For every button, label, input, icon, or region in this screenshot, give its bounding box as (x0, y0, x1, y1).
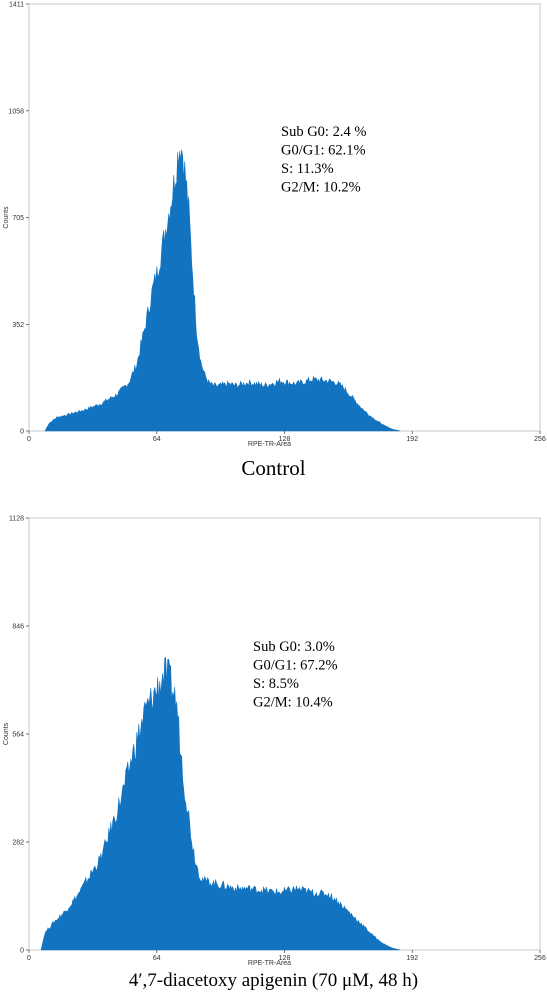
histogram-panel-control: 0 64 128 192 256 0 352 705 1058 1411 RPE-TR-Area Co… (3, 2, 546, 481)
x-tick-label: 0 (27, 436, 31, 443)
x-axis-title: RPE-TR-Area (248, 960, 291, 967)
phase-annotation: G2/M: 10.2% (281, 180, 361, 196)
y-tick-label: 282 (12, 840, 24, 847)
histogram-chart-treated: 0 64 128 192 256 0 282 564 846 1128 RPE-TR-Area Cou… (3, 516, 546, 968)
histogram-panel-treated: 0 64 128 192 256 0 282 564 846 1128 RPE-TR-Area Cou… (0, 500, 547, 1000)
histogram-chart-control: 0 64 128 192 256 0 352 705 1058 1411 RPE-TR-Area Co… (3, 2, 546, 449)
y-tick-label: 0 (20, 948, 24, 955)
y-tick-label: 0 (20, 429, 24, 436)
x-tick-label: 0 (27, 955, 31, 962)
x-tick-label: 128 (279, 436, 291, 443)
phase-annotation: S: 8.5% (253, 676, 299, 692)
phase-annotation: S: 11.3% (281, 161, 334, 177)
y-tick-label: 705 (12, 215, 24, 222)
y-axis-title: Counts (3, 206, 10, 229)
chart-caption: 4′,7-diacetoxy apigenin (70 μM, 48 h) (128, 970, 419, 991)
y-tick-label: 564 (12, 732, 24, 739)
y-tick-label: 1128 (9, 516, 24, 523)
phase-annotation: G0/G1: 62.1% (281, 143, 366, 159)
phase-annotation: Sub G0: 3.0% (253, 639, 335, 655)
x-tick-label: 256 (534, 955, 546, 962)
histogram-area (44, 149, 401, 432)
x-tick-label: 128 (279, 955, 291, 962)
plot-frame (28, 3, 541, 432)
chart-caption: Control (241, 456, 306, 480)
phase-annotation: G2/M: 10.4% (253, 695, 333, 711)
x-tick-label: 256 (534, 436, 546, 443)
x-axis-title: RPE-TR-Area (248, 441, 291, 448)
x-tick-label: 192 (406, 955, 418, 962)
x-tick-label: 64 (153, 436, 161, 443)
y-tick-label: 846 (12, 624, 24, 631)
x-tick-label: 64 (153, 955, 161, 962)
phase-annotation: Sub G0: 2.4 % (281, 124, 366, 140)
histogram-area (40, 656, 401, 951)
phase-annotation: G0/G1: 67.2% (253, 658, 338, 674)
y-axis-title: Counts (3, 722, 10, 745)
x-tick-label: 192 (406, 436, 418, 443)
y-tick-label: 352 (12, 322, 24, 329)
y-tick-label: 1411 (9, 2, 24, 9)
y-tick-label: 1058 (8, 108, 24, 115)
